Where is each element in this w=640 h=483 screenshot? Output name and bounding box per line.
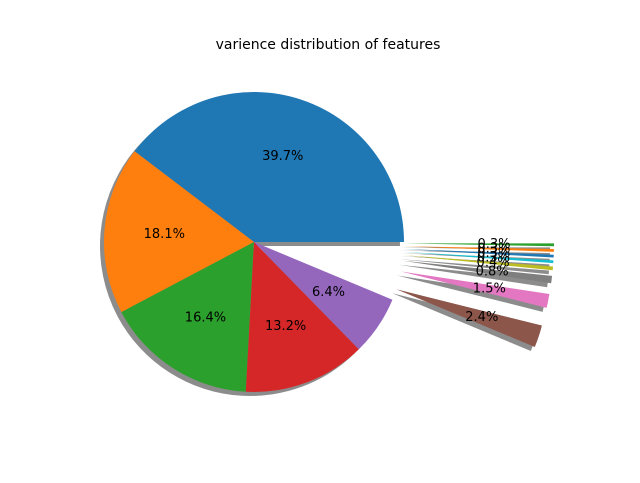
pie-slice-10 <box>403 251 554 264</box>
pie-slice-2 <box>104 151 255 313</box>
slice-shadow-9 <box>399 259 549 275</box>
slice-label-11: 0.3% <box>477 246 510 261</box>
slice-label-3: 16.4% <box>185 310 226 325</box>
pie-slice-11 <box>403 249 554 258</box>
slice-shadow-8 <box>398 264 549 288</box>
slice-shadow-7 <box>397 275 546 312</box>
slice-label-6: 2.4% <box>465 310 498 325</box>
slice-label-5: 6.4% <box>312 285 345 300</box>
slice-shadow-6 <box>392 293 538 351</box>
slice-label-12: 0.3% <box>477 241 510 256</box>
pie-slice-8 <box>402 260 553 284</box>
pie-slice-12 <box>403 246 554 252</box>
chart-title: varience distribution of features <box>216 37 441 53</box>
slice-labels: 39.7% 18.1% 16.4% 13.2% 6.4% 2.4% 1.5% 0.8%0.4%… <box>144 149 511 334</box>
slice-label-13: 0.3% <box>477 237 510 252</box>
pie-slice-9 <box>403 255 553 271</box>
slice-label-10: 0.3% <box>477 250 510 265</box>
pie-slices <box>104 92 554 392</box>
slice-label-4: 13.2% <box>265 319 306 334</box>
pie-slice-4 <box>245 242 359 392</box>
pie-slice-7 <box>401 271 550 308</box>
pie-slice-3 <box>121 242 255 392</box>
slice-label-1: 39.7% <box>262 149 303 164</box>
slice-label-8: 0.8% <box>476 265 509 280</box>
pie-slice-5 <box>254 242 393 350</box>
slice-label-7: 1.5% <box>473 282 506 297</box>
slice-label-9: 0.4% <box>477 256 510 271</box>
pie-slice-13 <box>403 243 554 247</box>
pie-slice-6 <box>396 289 542 347</box>
slice-label-2: 18.1% <box>144 227 185 242</box>
pie-slice-1 <box>134 92 404 242</box>
